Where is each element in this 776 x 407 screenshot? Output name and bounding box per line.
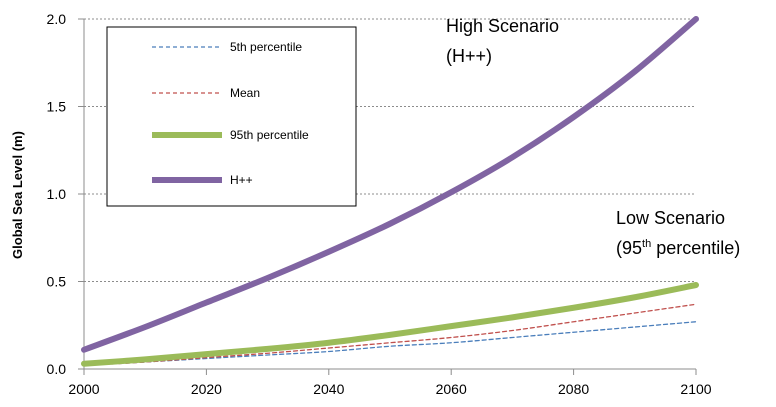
y-tick-label: 0.5 (47, 274, 67, 290)
y-axis-label: Global Sea Level (m) (10, 131, 25, 259)
x-tick-label: 2060 (436, 381, 467, 397)
legend-label: Mean (230, 86, 260, 100)
series-line-5th-percentile (83, 321, 697, 367)
x-tick-label: 2040 (313, 381, 344, 397)
y-tick-label: 2.0 (47, 11, 67, 27)
y-tick-label: 0.0 (47, 361, 67, 377)
y-tick-labels: 0.0 0.5 1.0 1.5 2.0 (47, 11, 67, 377)
y-tick-label: 1.0 (47, 186, 67, 202)
legend-box (106, 26, 357, 207)
annotation-high-line2: (H++) (446, 46, 492, 66)
legend: 5th percentile Mean 95th percentile H++ (106, 26, 357, 207)
x-tick-labels: 2000 2020 2040 2060 2080 2100 (68, 381, 711, 397)
axes (78, 18, 697, 375)
x-tick-label: 2020 (191, 381, 222, 397)
series-lines (81, 16, 699, 367)
legend-label: 5th percentile (230, 40, 302, 54)
annotation-low-line2: (95th percentile) (616, 238, 740, 258)
annotation-high: High Scenario (H++) (446, 16, 559, 66)
series-line-mean (83, 303, 697, 367)
series-line-h- (81, 16, 699, 353)
legend-label: 95th percentile (230, 128, 309, 142)
series-line-95th-percentile (81, 282, 699, 367)
annotation-high-line1: High Scenario (446, 16, 559, 36)
annotation-low-line1: Low Scenario (616, 208, 725, 228)
x-tick-label: 2100 (680, 381, 711, 397)
y-tick-label: 1.5 (47, 99, 67, 115)
x-tick-label: 2080 (558, 381, 589, 397)
annotation-low: Low Scenario (95th percentile) (616, 208, 740, 258)
x-tick-label: 2000 (68, 381, 99, 397)
legend-label: H++ (230, 173, 253, 187)
